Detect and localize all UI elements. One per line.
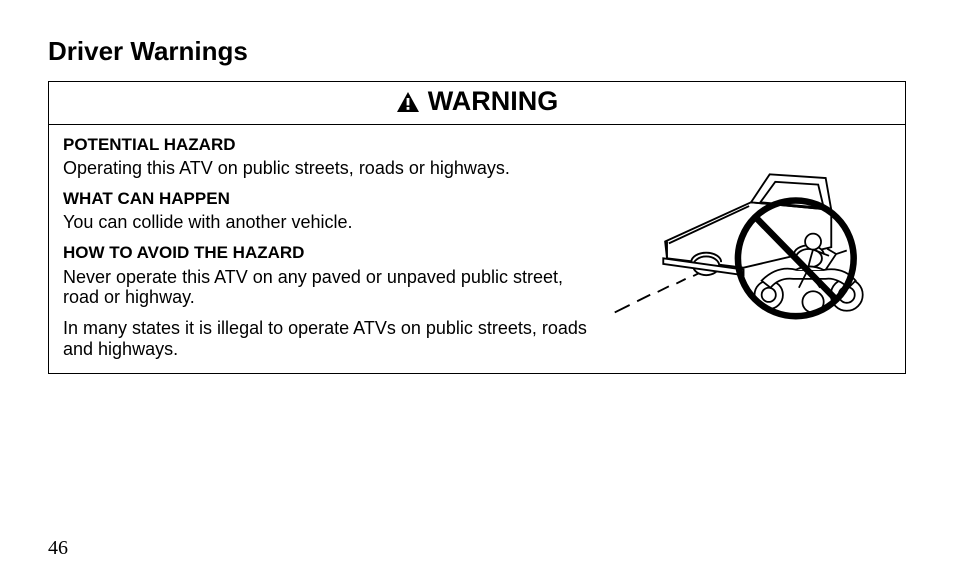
what-can-happen-body: You can collide with another vehicle. (63, 212, 601, 233)
warning-body: POTENTIAL HAZARD Operating this ATV on p… (49, 125, 905, 374)
warning-text: POTENTIAL HAZARD Operating this ATV on p… (63, 135, 601, 360)
atv-road-prohibition-icon (611, 135, 891, 335)
hazard-body: Operating this ATV on public streets, ro… (63, 158, 601, 179)
warning-header: WARNING (49, 82, 905, 125)
page-title: Driver Warnings (48, 36, 906, 67)
warning-header-inner: WARNING (396, 86, 559, 117)
avoid-body-2: In many states it is illegal to operate … (63, 318, 601, 359)
alert-triangle-icon (396, 91, 420, 113)
warning-illustration (611, 135, 891, 335)
page-number: 46 (48, 537, 68, 560)
manual-page: Driver Warnings WARNING POTENTIAL HAZARD… (0, 0, 954, 588)
hazard-title: POTENTIAL HAZARD (63, 135, 601, 155)
warning-label: WARNING (428, 86, 559, 117)
warning-box: WARNING POTENTIAL HAZARD Operating this … (48, 81, 906, 374)
avoid-body-1: Never operate this ATV on any paved or u… (63, 267, 601, 308)
avoid-title: HOW TO AVOID THE HAZARD (63, 243, 601, 263)
what-can-happen-title: WHAT CAN HAPPEN (63, 189, 601, 209)
